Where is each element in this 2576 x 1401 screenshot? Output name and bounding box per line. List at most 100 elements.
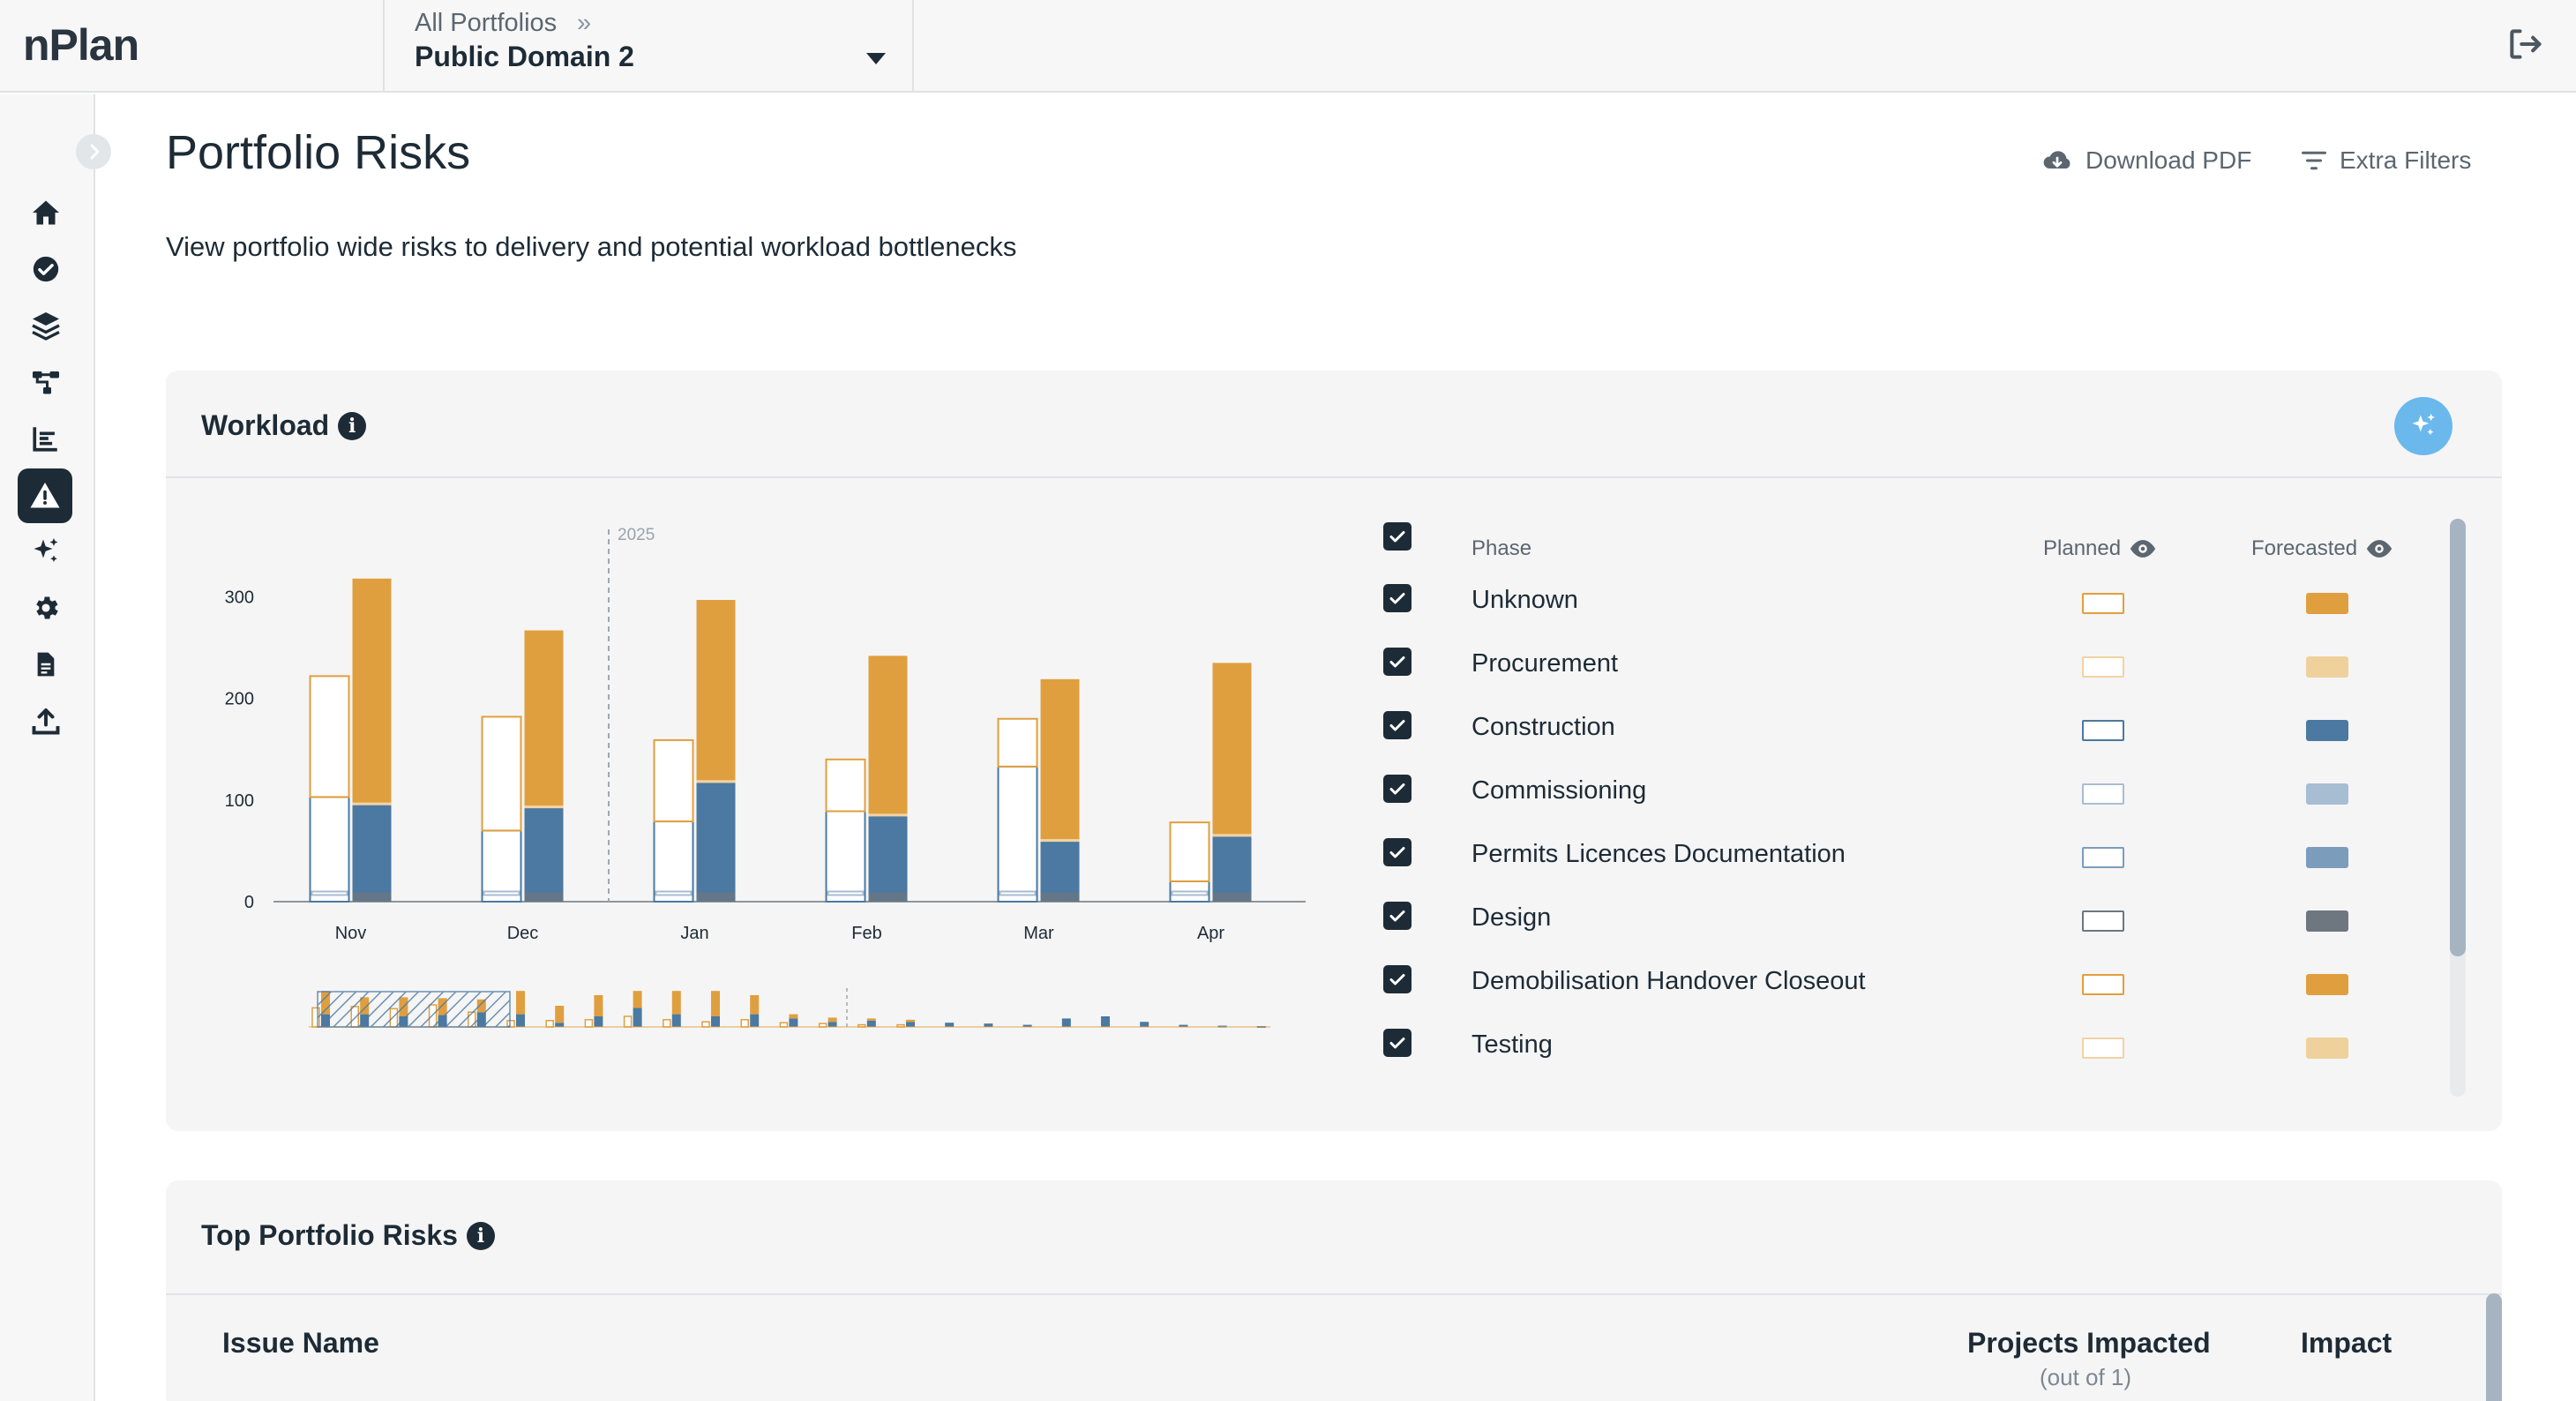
layers-icon[interactable] xyxy=(26,306,65,345)
timeline-minimap[interactable] xyxy=(300,985,1394,1046)
forecasted-swatch[interactable] xyxy=(2306,974,2348,995)
select-all-checkbox[interactable] xyxy=(1383,522,1412,551)
minimap-bar xyxy=(594,1016,603,1027)
planned-bar-segment xyxy=(309,675,350,798)
forecast-bar-segment xyxy=(524,805,564,809)
x-tick-label: Dec xyxy=(507,924,539,943)
minimap-bar xyxy=(906,1019,915,1023)
check-circle-icon[interactable] xyxy=(26,250,65,288)
sidebar-toggle-button[interactable] xyxy=(76,134,111,169)
forecast-bar-segment xyxy=(524,892,564,902)
forecasted-swatch[interactable] xyxy=(2306,783,2348,805)
forecasted-swatch[interactable] xyxy=(2306,720,2348,741)
eye-icon[interactable] xyxy=(2364,538,2394,559)
minimap-bar xyxy=(555,1023,565,1027)
forecasted-header-label: Forecasted xyxy=(2251,536,2358,560)
sparkles-icon xyxy=(2412,413,2435,436)
planned-swatch[interactable] xyxy=(2082,974,2124,995)
minimap-bar xyxy=(555,1006,565,1023)
extra-filters-button[interactable]: Extra Filters xyxy=(2301,146,2471,175)
forecasted-swatch[interactable] xyxy=(2306,910,2348,932)
minimap-range-selection[interactable] xyxy=(317,991,511,1028)
planned-bar-segment xyxy=(997,717,1038,768)
forecast-bar-segment xyxy=(1212,836,1252,902)
planned-column-header: Planned xyxy=(2043,536,2158,561)
forecast-bar-segment xyxy=(868,656,908,817)
gear-icon[interactable] xyxy=(26,588,65,627)
phase-row: Commissioning xyxy=(1376,773,2435,808)
info-icon[interactable]: i xyxy=(338,411,367,440)
impact-column-header[interactable]: Impact xyxy=(2301,1327,2393,1359)
forecasted-swatch[interactable] xyxy=(2306,593,2348,614)
phase-name: Commissioning xyxy=(1471,776,1647,805)
planned-header-label: Planned xyxy=(2043,536,2122,560)
minimap-bar xyxy=(711,1016,720,1027)
phase-checkbox[interactable] xyxy=(1383,838,1412,866)
risks-scrollbar[interactable] xyxy=(2486,1293,2502,1401)
planned-swatch[interactable] xyxy=(2082,656,2124,678)
info-icon[interactable]: i xyxy=(466,1221,495,1250)
ai-insights-button[interactable] xyxy=(2394,397,2452,455)
phase-checkbox[interactable] xyxy=(1383,902,1412,930)
planned-swatch[interactable] xyxy=(2082,593,2124,614)
forecasted-swatch[interactable] xyxy=(2306,1038,2348,1059)
phase-checkbox[interactable] xyxy=(1383,1029,1412,1057)
document-icon[interactable] xyxy=(26,645,65,684)
sparkles-icon[interactable] xyxy=(26,532,65,571)
logout-icon[interactable] xyxy=(2505,25,2544,64)
forecast-bar-segment xyxy=(1040,678,1080,843)
minimap-bar xyxy=(623,1015,633,1028)
warning-icon[interactable] xyxy=(18,468,72,523)
page-title: Portfolio Risks xyxy=(166,126,471,179)
phase-checkbox[interactable] xyxy=(1383,648,1412,676)
planned-swatch[interactable] xyxy=(2082,910,2124,932)
phase-row: Demobilisation Handover Closeout xyxy=(1376,963,2435,999)
planned-bar-segment xyxy=(1169,821,1210,882)
phase-checkbox[interactable] xyxy=(1383,584,1412,612)
forecast-bar-segment xyxy=(352,578,392,805)
upload-icon[interactable] xyxy=(26,701,65,740)
planned-bar-segment xyxy=(655,890,693,896)
breadcrumb-parent[interactable]: All Portfolios xyxy=(415,9,558,37)
forecasted-swatch[interactable] xyxy=(2306,847,2348,868)
portfolio-selector[interactable]: All Portfolios » Public Domain 2 xyxy=(383,0,914,93)
minimap-bar xyxy=(750,995,760,1015)
minimap-bar xyxy=(866,1020,876,1027)
planned-bar-segment xyxy=(999,890,1037,896)
legend-scroll-thumb[interactable] xyxy=(2450,519,2466,956)
phase-row: Testing xyxy=(1376,1027,2435,1062)
forecast-bar-segment xyxy=(1212,892,1252,902)
bar-chart-icon[interactable] xyxy=(26,419,65,458)
extra-filters-label: Extra Filters xyxy=(2340,146,2472,174)
projects-impacted-column-header[interactable]: Projects Impacted xyxy=(1967,1327,2211,1359)
minimap-bar xyxy=(1061,1018,1071,1027)
phase-checkbox[interactable] xyxy=(1383,775,1412,803)
phase-row: Permits Licences Documentation xyxy=(1376,836,2435,872)
home-icon[interactable] xyxy=(26,193,65,232)
issue-name-column-header[interactable]: Issue Name xyxy=(222,1327,379,1359)
planned-swatch[interactable] xyxy=(2082,1038,2124,1059)
planned-swatch[interactable] xyxy=(2082,720,2124,741)
download-pdf-button[interactable]: Download PDF xyxy=(2041,146,2251,175)
cloud-download-icon xyxy=(2043,151,2071,169)
phase-name: Testing xyxy=(1471,1030,1553,1059)
planned-swatch[interactable] xyxy=(2082,847,2124,868)
hierarchy-icon[interactable] xyxy=(26,363,65,401)
chevron-down-icon[interactable] xyxy=(866,53,886,64)
phase-row: Construction xyxy=(1376,709,2435,745)
planned-swatch[interactable] xyxy=(2082,783,2124,805)
phase-checkbox[interactable] xyxy=(1383,965,1412,993)
minimap-bar xyxy=(1101,1016,1110,1027)
y-tick-label: 100 xyxy=(225,791,254,811)
legend-header-row: Phase Planned Forecasted xyxy=(1376,521,2435,560)
legend-scrollbar[interactable] xyxy=(2450,519,2466,1097)
x-tick-label: Mar xyxy=(1023,924,1054,943)
nplan-logo[interactable]: nPlan xyxy=(23,20,139,70)
top-risks-card-header: Top Portfolio Risks i xyxy=(166,1180,2502,1295)
planned-bar-segment xyxy=(311,890,348,896)
phase-checkbox[interactable] xyxy=(1383,711,1412,739)
minimap-bar xyxy=(750,1014,760,1027)
y-tick-label: 300 xyxy=(225,588,254,608)
forecasted-swatch[interactable] xyxy=(2306,656,2348,678)
eye-icon[interactable] xyxy=(2128,538,2158,559)
